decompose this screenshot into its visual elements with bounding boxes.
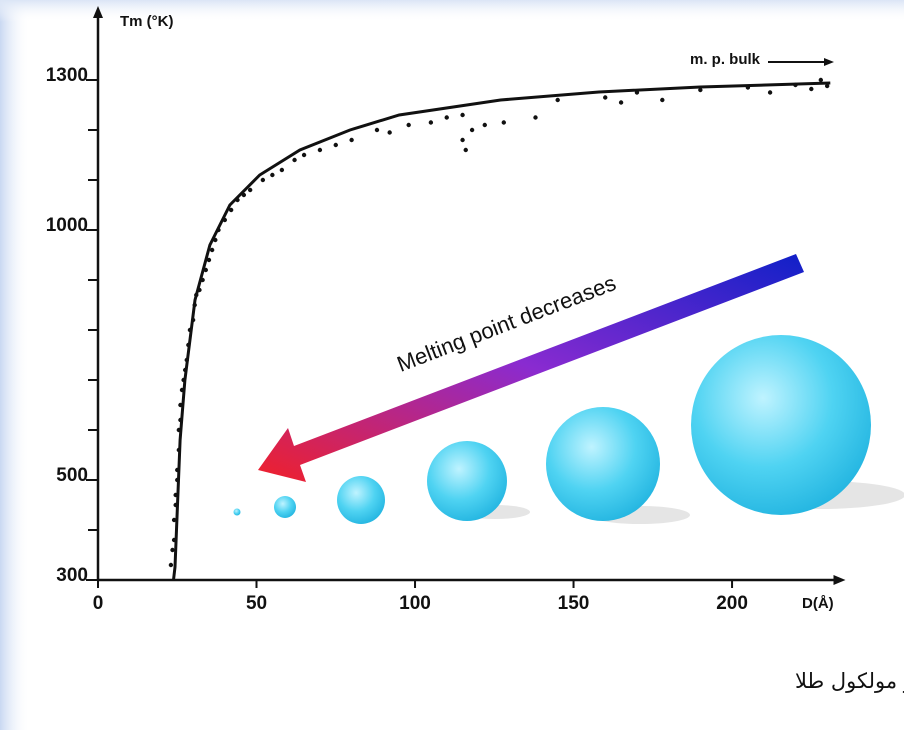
data-point bbox=[429, 120, 433, 124]
data-point bbox=[175, 478, 179, 482]
data-point bbox=[533, 115, 537, 119]
data-point bbox=[261, 178, 265, 182]
annotation: Melting point decreases bbox=[393, 270, 619, 377]
data-point bbox=[185, 358, 189, 362]
data-point bbox=[191, 318, 195, 322]
y-tick-label: 500 bbox=[56, 465, 88, 486]
y-tick-label: 300 bbox=[56, 565, 88, 586]
data-point bbox=[825, 84, 829, 88]
data-point bbox=[603, 95, 607, 99]
y-axis-label: Tm (°K) bbox=[120, 13, 174, 30]
data-point bbox=[746, 85, 750, 89]
data-point bbox=[619, 100, 623, 104]
data-point bbox=[270, 173, 274, 177]
data-point bbox=[445, 115, 449, 119]
data-point bbox=[768, 90, 772, 94]
y-tick-label: 1000 bbox=[46, 215, 88, 236]
bulk-label: m. p. bulk bbox=[690, 51, 761, 68]
data-point bbox=[181, 378, 185, 382]
data-point bbox=[197, 288, 201, 292]
data-point bbox=[188, 328, 192, 332]
data-point bbox=[172, 538, 176, 542]
data-point bbox=[170, 548, 174, 552]
data-point bbox=[200, 278, 204, 282]
data-point bbox=[175, 468, 179, 472]
data-point bbox=[216, 228, 220, 232]
data-point bbox=[470, 128, 474, 132]
caption: نمودار بستگی مساحت سطح و نقطه ذوب به قطر… bbox=[795, 669, 904, 693]
data-point bbox=[793, 83, 797, 87]
data-point bbox=[464, 148, 468, 152]
data-point bbox=[502, 120, 506, 124]
data-point bbox=[698, 88, 702, 92]
x-tick-label: 100 bbox=[399, 593, 431, 614]
data-point bbox=[178, 418, 182, 422]
page: {"chart_data": {"type": "scatter", "y_la… bbox=[0, 0, 904, 730]
data-point bbox=[302, 153, 306, 157]
x-axis-arrow bbox=[834, 575, 846, 585]
data-point bbox=[192, 303, 196, 307]
data-point bbox=[186, 343, 190, 347]
data-point bbox=[207, 258, 211, 262]
data-point bbox=[248, 188, 252, 192]
data-point bbox=[334, 143, 338, 147]
data-point bbox=[173, 503, 177, 507]
data-point bbox=[387, 130, 391, 134]
data-point bbox=[483, 123, 487, 127]
data-point bbox=[172, 518, 176, 522]
data-point bbox=[460, 138, 464, 142]
data-point bbox=[809, 87, 813, 91]
data-point bbox=[223, 218, 227, 222]
data-point bbox=[180, 388, 184, 392]
data-point bbox=[210, 248, 214, 252]
data-point bbox=[177, 448, 181, 452]
y-tick-label: 1300 bbox=[46, 65, 88, 86]
data-point bbox=[235, 198, 239, 202]
data-point bbox=[183, 368, 187, 372]
bulk-arrow-head bbox=[824, 58, 834, 66]
x-axis-label: D(Å) bbox=[802, 595, 834, 612]
x-tick-label: 50 bbox=[246, 593, 267, 614]
data-point bbox=[375, 128, 379, 132]
x-tick-label: 200 bbox=[716, 593, 748, 614]
data-point bbox=[204, 268, 208, 272]
data-point bbox=[177, 428, 181, 432]
data-point bbox=[635, 90, 639, 94]
data-point bbox=[819, 78, 823, 82]
data-point bbox=[280, 168, 284, 172]
data-point bbox=[229, 208, 233, 212]
data-point bbox=[406, 123, 410, 127]
x-tick-label: 0 bbox=[93, 593, 104, 614]
x-tick-label: 150 bbox=[558, 593, 590, 614]
background-edge bbox=[0, 0, 30, 730]
data-point bbox=[169, 563, 173, 567]
data-point bbox=[292, 158, 296, 162]
data-point bbox=[660, 98, 664, 102]
data-point bbox=[194, 293, 198, 297]
data-point bbox=[555, 98, 559, 102]
data-point bbox=[173, 493, 177, 497]
data-point bbox=[213, 238, 217, 242]
data-point bbox=[242, 193, 246, 197]
data-point bbox=[349, 138, 353, 142]
data-point bbox=[460, 113, 464, 117]
chart: Melting point decreases m. p. bulk Tm (°… bbox=[0, 0, 904, 730]
data-point bbox=[178, 403, 182, 407]
data-point bbox=[318, 148, 322, 152]
spheres bbox=[234, 335, 904, 524]
